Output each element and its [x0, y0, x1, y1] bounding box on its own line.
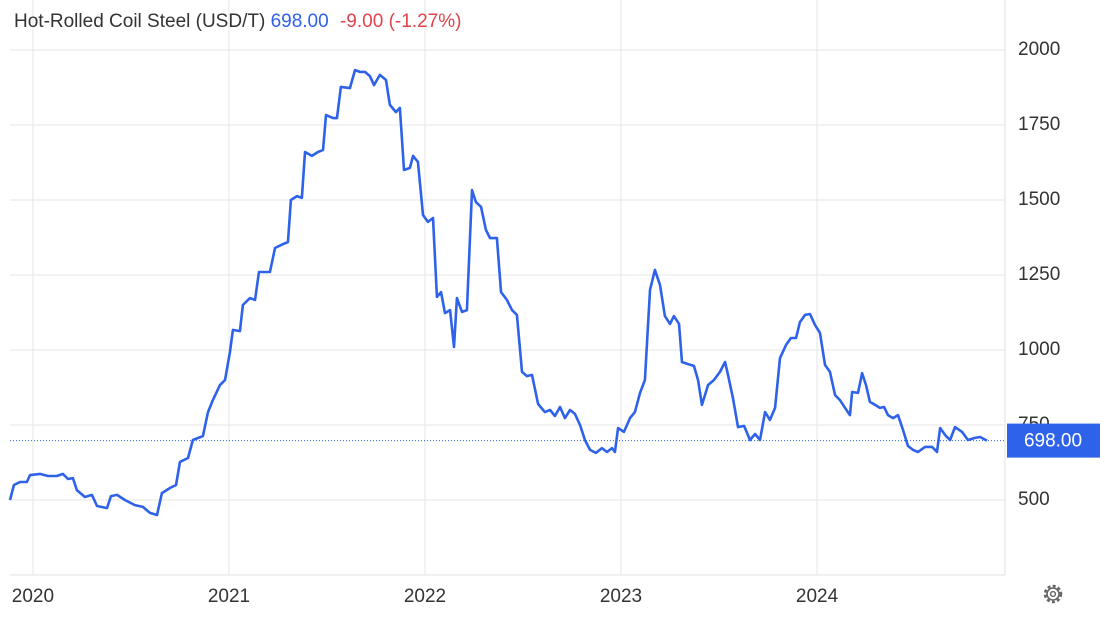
last-price-label: 698.00 [1024, 431, 1082, 452]
last-price: 698.00 [271, 11, 329, 32]
price-change: -9.00 (-1.27%) [340, 11, 461, 32]
settings-button[interactable] [1043, 584, 1063, 604]
y-tick-label: 1250 [1018, 264, 1060, 285]
y-tick-label: 1500 [1018, 189, 1060, 210]
y-tick-label: 500 [1018, 489, 1050, 510]
y-tick-label: 1000 [1018, 339, 1060, 360]
y-tick-label: 1750 [1018, 114, 1060, 135]
price-line [8, 68, 988, 517]
y-tick-label: 2000 [1018, 39, 1060, 60]
gear-hole[interactable] [1049, 590, 1057, 598]
chart-title: Hot-Rolled Coil Steel (USD/T) [14, 11, 265, 32]
x-tick-label: 2024 [796, 586, 839, 607]
x-tick-label: 2022 [404, 586, 446, 607]
x-tick-label: 2020 [12, 586, 54, 607]
x-tick-label: 2021 [208, 586, 250, 607]
gear-teeth[interactable] [1043, 584, 1063, 604]
grid [10, 0, 1005, 575]
last-price-box [1007, 423, 1100, 458]
gear-body[interactable] [1046, 587, 1060, 601]
plot [8, 68, 988, 517]
header: Hot-Rolled Coil Steel (USD/T) 698.00 -9.… [14, 11, 461, 32]
x-tick-label: 2023 [600, 586, 642, 607]
